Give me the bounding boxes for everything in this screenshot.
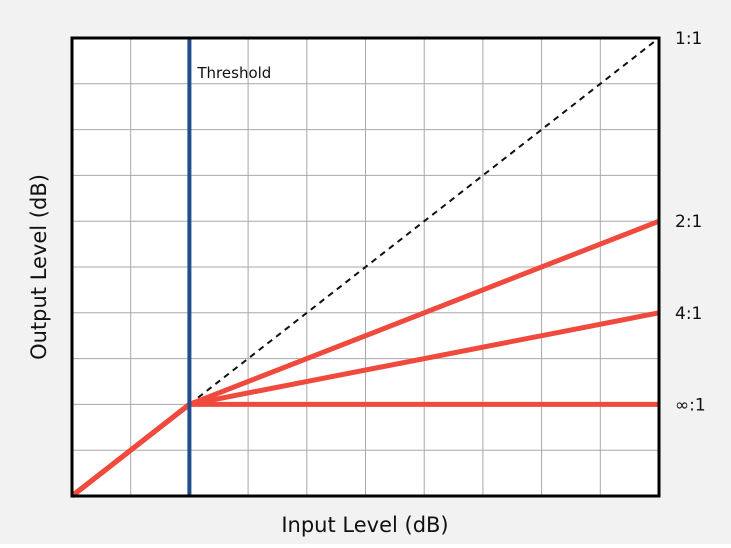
ratio-label: 2:1 bbox=[675, 212, 702, 232]
x-axis-label: Input Level (dB) bbox=[281, 513, 448, 537]
threshold-label: Threshold bbox=[196, 64, 271, 82]
series-line-11-reference bbox=[188, 37, 660, 406]
ratio-label: ∞:1 bbox=[675, 395, 706, 415]
plot-frame bbox=[70, 36, 661, 498]
y-axis-label: Output Level (dB) bbox=[27, 174, 51, 360]
ratio-label: 1:1 bbox=[675, 29, 702, 49]
ratio-labels: 1:1 2:1 4:1 ∞:1 bbox=[675, 29, 706, 415]
ratio-label: 4:1 bbox=[675, 304, 702, 324]
